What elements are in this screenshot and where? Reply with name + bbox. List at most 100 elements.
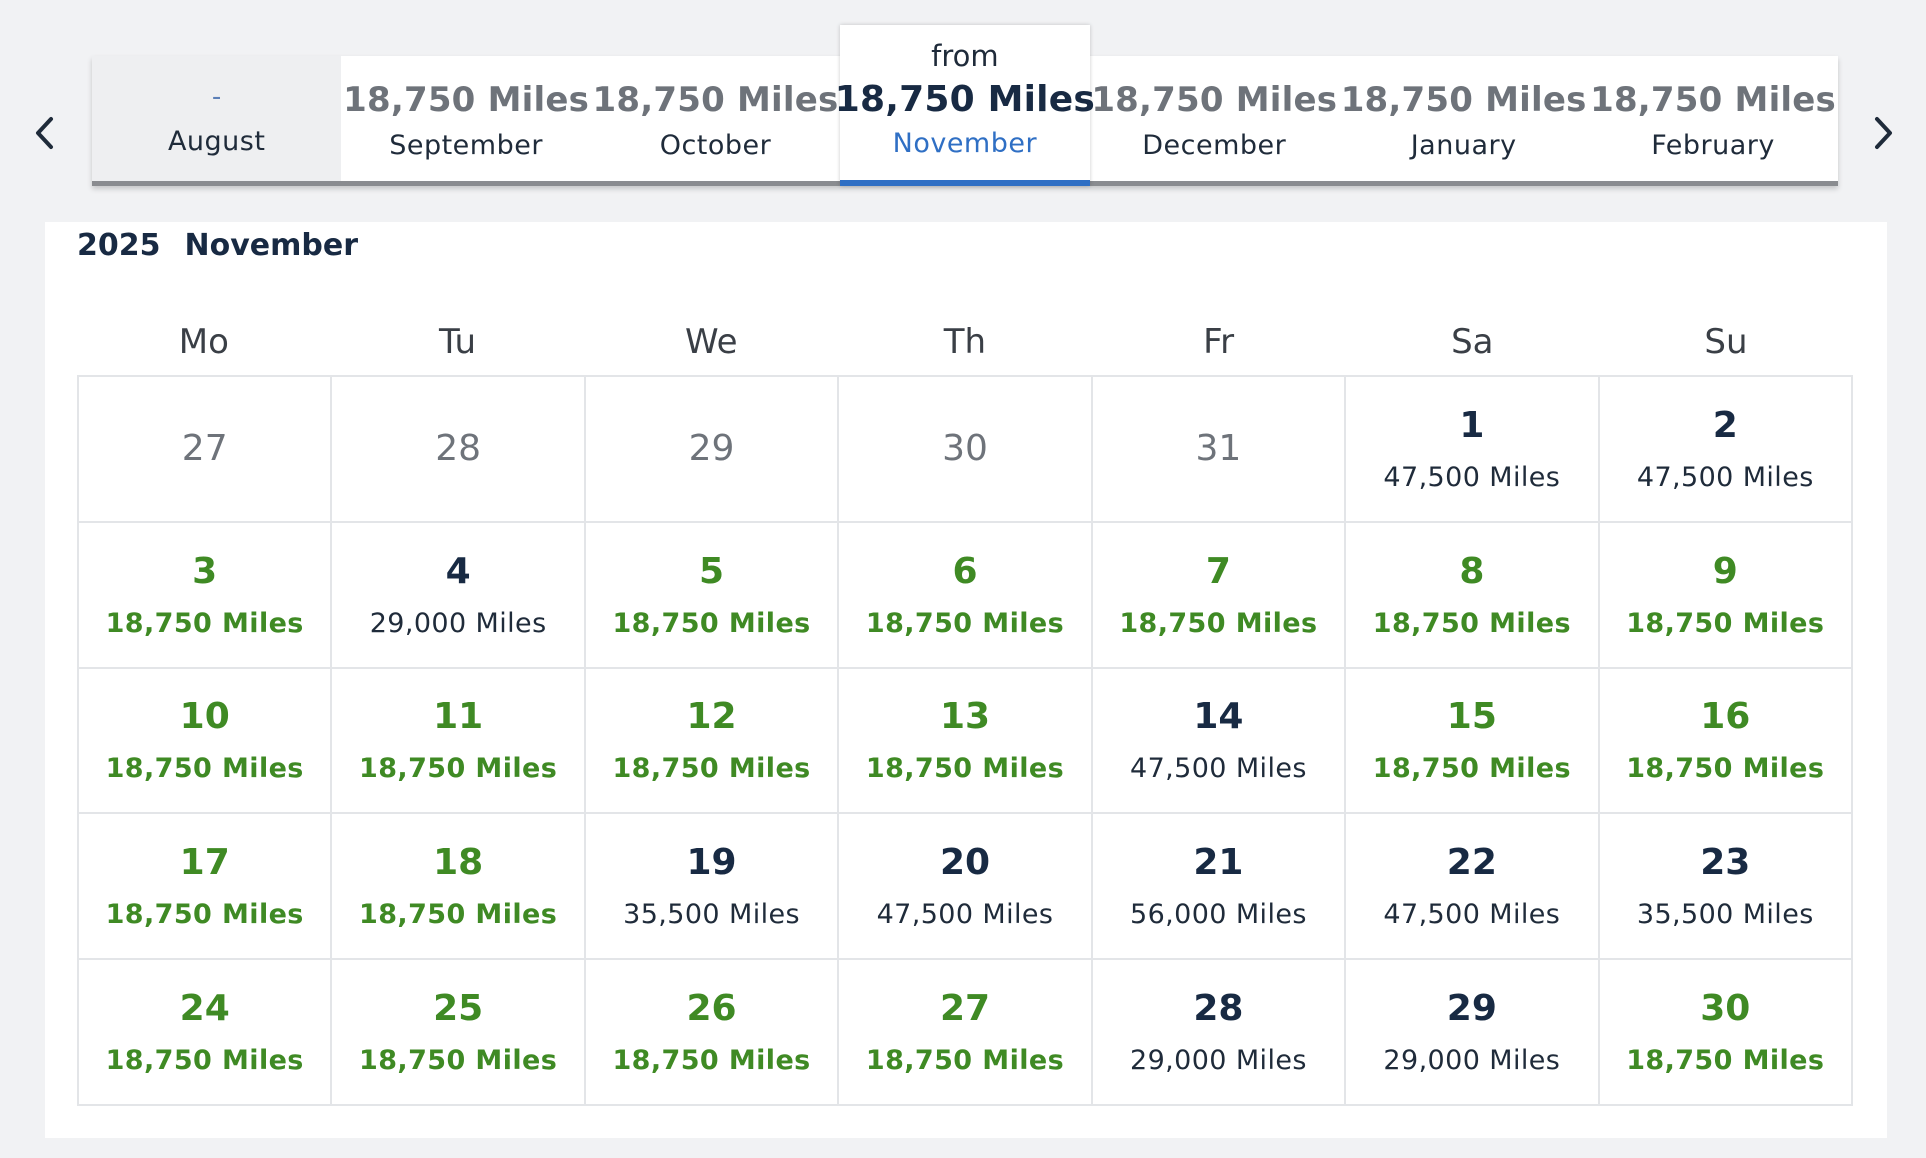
day-miles-price: 47,500 Miles — [876, 899, 1054, 931]
calendar-day-cell[interactable]: 13 18,750 Miles — [839, 668, 1093, 815]
day-number: 16 — [1700, 696, 1751, 738]
calendar-day-cell[interactable]: 4 29,000 Miles — [332, 522, 586, 669]
month-price: - — [211, 82, 222, 112]
calendar-heading: 2025 November — [77, 228, 358, 263]
day-number: 1 — [1459, 404, 1485, 446]
calendar-day-cell[interactable]: 16 18,750 Miles — [1599, 668, 1853, 815]
calendar-day-cell[interactable]: 14 47,500 Miles — [1092, 668, 1347, 815]
day-miles-price: 18,750 Miles — [1372, 607, 1571, 639]
calendar-day-cell[interactable]: 22 47,500 Miles — [1346, 814, 1600, 961]
day-miles-price: 18,750 Miles — [612, 1045, 811, 1077]
day-miles-price: 18,750 Miles — [359, 753, 558, 785]
day-number: 28 — [1193, 988, 1244, 1030]
month-tab-february[interactable]: 18,750 Miles February — [1588, 56, 1837, 181]
calendar-day-cell[interactable]: 24 18,750 Miles — [79, 960, 333, 1106]
calendar-day-cell[interactable]: 21 56,000 Miles — [1092, 814, 1347, 961]
day-miles-price: 18,750 Miles — [865, 1045, 1065, 1077]
weekday-label: Fr — [1203, 322, 1235, 362]
day-miles-price: 29,000 Miles — [369, 607, 547, 639]
next-month-button[interactable] — [1862, 108, 1906, 158]
calendar-day-cell[interactable]: 20 47,500 Miles — [839, 814, 1093, 961]
calendar-day-cell[interactable]: 15 18,750 Miles — [1346, 668, 1600, 815]
prev-month-button[interactable] — [22, 108, 66, 158]
calendar-month: November — [184, 228, 359, 263]
day-number: 6 — [952, 550, 978, 592]
day-number: 31 — [1195, 428, 1242, 470]
calendar-day-cell[interactable]: 12 18,750 Miles — [585, 668, 840, 815]
day-number: 15 — [1446, 696, 1497, 738]
day-number: 11 — [433, 696, 484, 738]
calendar-day-cell[interactable]: 25 18,750 Miles — [332, 960, 586, 1106]
month-name: August — [167, 126, 266, 157]
calendar-day-outside: 28 — [332, 377, 586, 523]
calendar-day-outside: 29 — [585, 377, 840, 523]
calendar-day-cell[interactable]: 5 18,750 Miles — [585, 522, 840, 669]
month-name: December — [1142, 130, 1287, 161]
calendar-day-cell[interactable]: 11 18,750 Miles — [332, 668, 586, 815]
day-miles-price: 18,750 Miles — [865, 753, 1065, 785]
day-miles-price: 29,000 Miles — [1383, 1045, 1561, 1077]
day-number: 18 — [433, 842, 484, 884]
calendar-day-cell[interactable]: 1 47,500 Miles — [1346, 377, 1600, 523]
day-number: 14 — [1193, 696, 1244, 738]
calendar-day-outside: 31 — [1092, 377, 1347, 523]
month-tab-august: - August — [92, 56, 342, 181]
day-miles-price: 18,750 Miles — [105, 607, 304, 639]
calendar-day-cell[interactable]: 17 18,750 Miles — [79, 814, 333, 961]
chevron-left-icon — [36, 117, 53, 149]
weekday-header: Mo Tu We Th Fr Sa Su — [77, 322, 1853, 362]
month-tab-october[interactable]: 18,750 Miles October — [591, 56, 840, 181]
day-miles-price: 47,500 Miles — [1130, 753, 1307, 785]
month-from-label: from — [931, 39, 999, 73]
day-miles-price: 56,000 Miles — [1130, 899, 1307, 931]
calendar-day-cell[interactable]: 2 47,500 Miles — [1599, 377, 1853, 523]
day-number: 30 — [1700, 988, 1751, 1030]
day-miles-price: 18,750 Miles — [612, 753, 811, 785]
calendar-day-cell[interactable]: 29 29,000 Miles — [1346, 960, 1600, 1106]
calendar-day-cell[interactable]: 7 18,750 Miles — [1092, 522, 1347, 669]
calendar-day-cell[interactable]: 6 18,750 Miles — [839, 522, 1093, 669]
day-miles-price: 18,750 Miles — [105, 1045, 304, 1077]
day-number: 23 — [1700, 842, 1751, 884]
calendar-day-cell[interactable]: 23 35,500 Miles — [1599, 814, 1853, 961]
month-tab-january[interactable]: 18,750 Miles January — [1339, 56, 1588, 181]
month-selector: - August 18,750 Miles September 18,750 Miles… — [92, 25, 1838, 186]
day-miles-price: 35,500 Miles — [623, 899, 800, 931]
day-number: 5 — [699, 550, 725, 592]
weekday-label: Tu — [438, 322, 477, 362]
day-miles-price: 18,750 Miles — [1119, 607, 1318, 639]
day-miles-price: 18,750 Miles — [1626, 607, 1825, 639]
day-number: 8 — [1459, 550, 1485, 592]
day-number: 21 — [1193, 842, 1244, 884]
calendar-day-cell[interactable]: 26 18,750 Miles — [585, 960, 840, 1106]
month-tab-december[interactable]: 18,750 Miles December — [1090, 56, 1339, 181]
day-number: 3 — [192, 550, 218, 592]
day-number: 26 — [686, 988, 737, 1030]
month-price: 18,750 Miles — [1590, 80, 1836, 120]
day-miles-price: 47,500 Miles — [1383, 899, 1561, 931]
chevron-right-icon — [1875, 117, 1892, 149]
calendar-day-cell[interactable]: 8 18,750 Miles — [1346, 522, 1600, 669]
day-number: 25 — [433, 988, 484, 1030]
day-number: 24 — [179, 988, 230, 1030]
day-miles-price: 18,750 Miles — [1626, 1045, 1825, 1077]
calendar-day-cell[interactable]: 10 18,750 Miles — [79, 668, 333, 815]
calendar-panel: 2025 November Mo Tu We Th Fr Sa Su 27 28 29 30 31 1… — [45, 222, 1887, 1138]
weekday-label: Mo — [178, 322, 229, 362]
day-miles-price: 18,750 Miles — [359, 899, 558, 931]
calendar-day-cell[interactable]: 9 18,750 Miles — [1599, 522, 1853, 669]
month-price: 18,750 Miles — [834, 79, 1095, 120]
calendar-day-cell[interactable]: 3 18,750 Miles — [79, 522, 333, 669]
calendar-day-cell[interactable]: 27 18,750 Miles — [839, 960, 1093, 1106]
weekday-label: Sa — [1451, 322, 1494, 362]
month-tab-november[interactable]: from 18,750 Miles November — [835, 25, 1095, 186]
day-miles-price: 18,750 Miles — [359, 1045, 558, 1077]
calendar-grid: 27 28 29 30 31 1 47,500 Miles 2 47,500 Miles 3 18,… — [77, 375, 1853, 1106]
calendar-day-cell[interactable]: 18 18,750 Miles — [332, 814, 586, 961]
calendar-day-cell[interactable]: 28 29,000 Miles — [1092, 960, 1347, 1106]
day-number: 22 — [1446, 842, 1497, 884]
day-miles-price: 35,500 Miles — [1636, 899, 1814, 931]
calendar-day-cell[interactable]: 19 35,500 Miles — [585, 814, 840, 961]
calendar-day-cell[interactable]: 30 18,750 Miles — [1599, 960, 1853, 1106]
month-tab-september[interactable]: 18,750 Miles September — [341, 56, 590, 181]
